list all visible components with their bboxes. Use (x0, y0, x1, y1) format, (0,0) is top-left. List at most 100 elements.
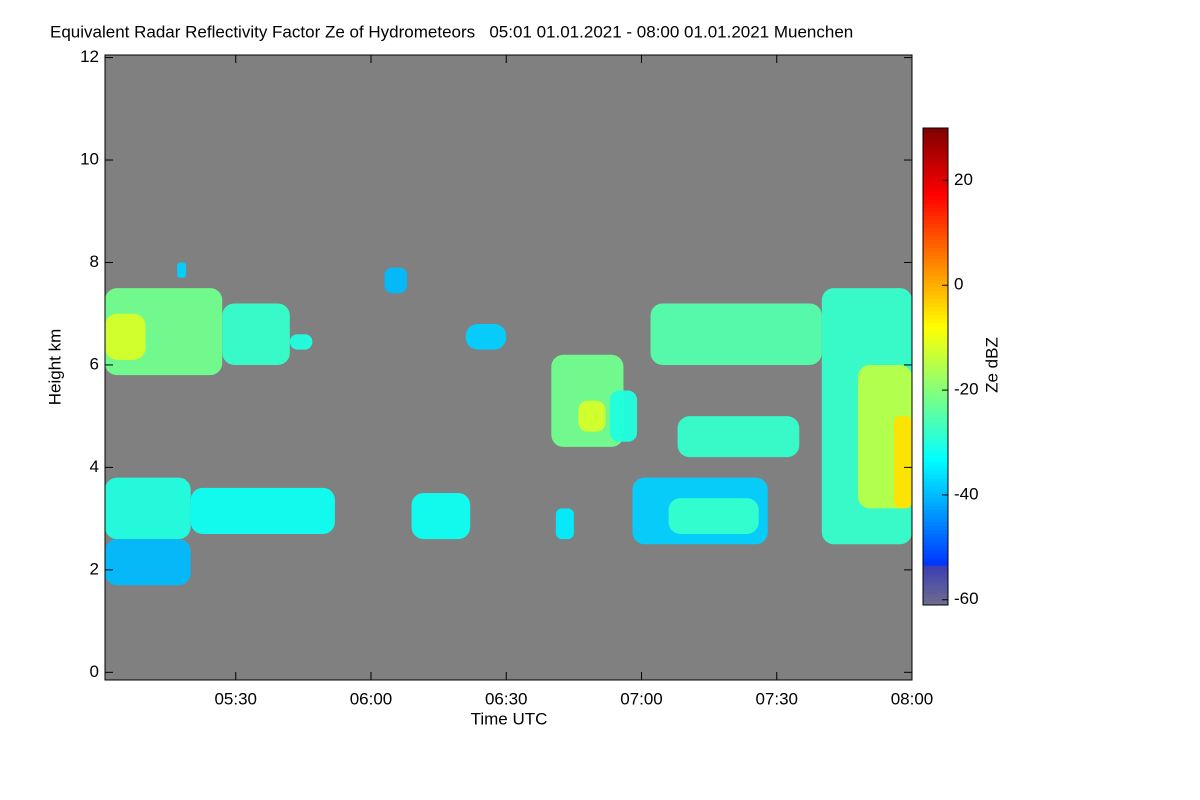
colorbar-segment (923, 179, 948, 185)
x-tick-label: 07:00 (620, 689, 663, 708)
colorbar-segment (923, 243, 948, 248)
colorbar-segment (923, 517, 948, 523)
colorbar-segment (923, 330, 948, 336)
colorbar-segment (923, 163, 948, 169)
colorbar-segment (923, 283, 948, 288)
colorbar-segment (923, 139, 948, 145)
echo-cell (177, 262, 187, 278)
colorbar-segment (923, 275, 948, 280)
colorbar-segment (923, 525, 948, 530)
colorbar-segment (923, 151, 948, 157)
colorbar-segment (923, 394, 948, 399)
colorbar-segment (923, 370, 948, 375)
y-tick-label: 12 (80, 47, 99, 66)
colorbar-segment (923, 159, 948, 165)
colorbar-segment (923, 593, 948, 598)
colorbar-segment (923, 561, 948, 566)
colorbar-segment (923, 473, 948, 479)
echo-cell (677, 416, 800, 458)
echo-cell (650, 303, 822, 365)
colorbar-segment (923, 418, 948, 423)
colorbar-segment (923, 410, 948, 415)
colorbar-segment (923, 239, 948, 244)
x-tick-label: 05:30 (214, 689, 257, 708)
colorbar-segment (923, 485, 948, 491)
colorbar-segment (923, 143, 948, 149)
colorbar-segment (923, 549, 948, 554)
colorbar-segment (923, 294, 948, 300)
colorbar-segment (923, 374, 948, 379)
colorbar-segment (923, 382, 948, 387)
echo-cell (105, 313, 146, 360)
colorbar-segment (923, 461, 948, 467)
colorbar-segment (923, 553, 948, 558)
colorbar-segment (923, 453, 948, 459)
colorbar-segment (923, 235, 948, 240)
echo-cell (609, 390, 637, 442)
y-tick-label: 10 (80, 150, 99, 169)
colorbar-segment (923, 493, 948, 499)
colorbar-segment (923, 573, 948, 578)
colorbar-segment (923, 569, 948, 574)
colorbar-segment (923, 457, 948, 463)
colorbar-segment (923, 298, 948, 304)
colorbar-segment (923, 346, 948, 352)
colorbar-segment (923, 147, 948, 153)
colorbar-segment (923, 449, 948, 455)
colorbar-segment (923, 183, 948, 189)
colorbar-segment (923, 302, 948, 308)
colorbar-segment (923, 223, 948, 228)
colorbar-segment (923, 175, 948, 181)
colorbar (923, 128, 948, 606)
colorbar-segment (923, 199, 948, 205)
echo-cell (893, 416, 912, 509)
colorbar-segment (923, 290, 948, 296)
colorbar-segment (923, 537, 948, 542)
colorbar-label: Ze dBZ (982, 337, 1001, 393)
colorbar-segment (923, 338, 948, 344)
colorbar-segment (923, 577, 948, 582)
colorbar-frame (922, 127, 949, 606)
colorbar-segment (923, 306, 948, 312)
colorbar-segment (923, 430, 948, 435)
x-tick-label: 08:00 (891, 689, 934, 708)
colorbar-segment (923, 171, 948, 177)
colorbar-segment (923, 128, 948, 133)
colorbar-segment (923, 366, 948, 371)
colorbar-segment (923, 442, 948, 447)
colorbar-segment (923, 131, 948, 137)
colorbar-segment (923, 434, 948, 439)
colorbar-segment (923, 255, 948, 260)
colorbar-segment (923, 358, 948, 364)
colorbar-segment (923, 207, 948, 212)
colorbar-segment (923, 318, 948, 324)
echo-layer (105, 262, 912, 586)
colorbar-segment (923, 267, 948, 272)
colorbar-segment (923, 350, 948, 356)
colorbar-segment (923, 203, 948, 208)
chart-title: Equivalent Radar Reflectivity Factor Ze … (50, 22, 853, 41)
colorbar-segment (923, 521, 948, 526)
y-tick-label: 6 (90, 354, 99, 373)
echo-cell (289, 334, 313, 350)
colorbar-segment (923, 477, 948, 483)
colorbar-segment (923, 585, 948, 590)
colorbar-segment (923, 398, 948, 403)
colorbar-segment (923, 155, 948, 161)
colorbar-segment (923, 501, 948, 507)
colorbar-segment (923, 406, 948, 411)
colorbar-segment (923, 529, 948, 534)
colorbar-segment (923, 247, 948, 252)
y-tick-label: 4 (90, 457, 99, 476)
echo-cell (190, 487, 335, 534)
colorbar-segment (923, 314, 948, 320)
colorbar-segment (923, 362, 948, 367)
colorbar-segment (923, 426, 948, 431)
x-tick-label: 06:00 (350, 689, 393, 708)
echo-cell (578, 400, 606, 432)
colorbar-tick-label: -40 (954, 484, 979, 503)
colorbar-segment (923, 386, 948, 391)
colorbar-segment (923, 354, 948, 360)
colorbar-segment (923, 259, 948, 264)
